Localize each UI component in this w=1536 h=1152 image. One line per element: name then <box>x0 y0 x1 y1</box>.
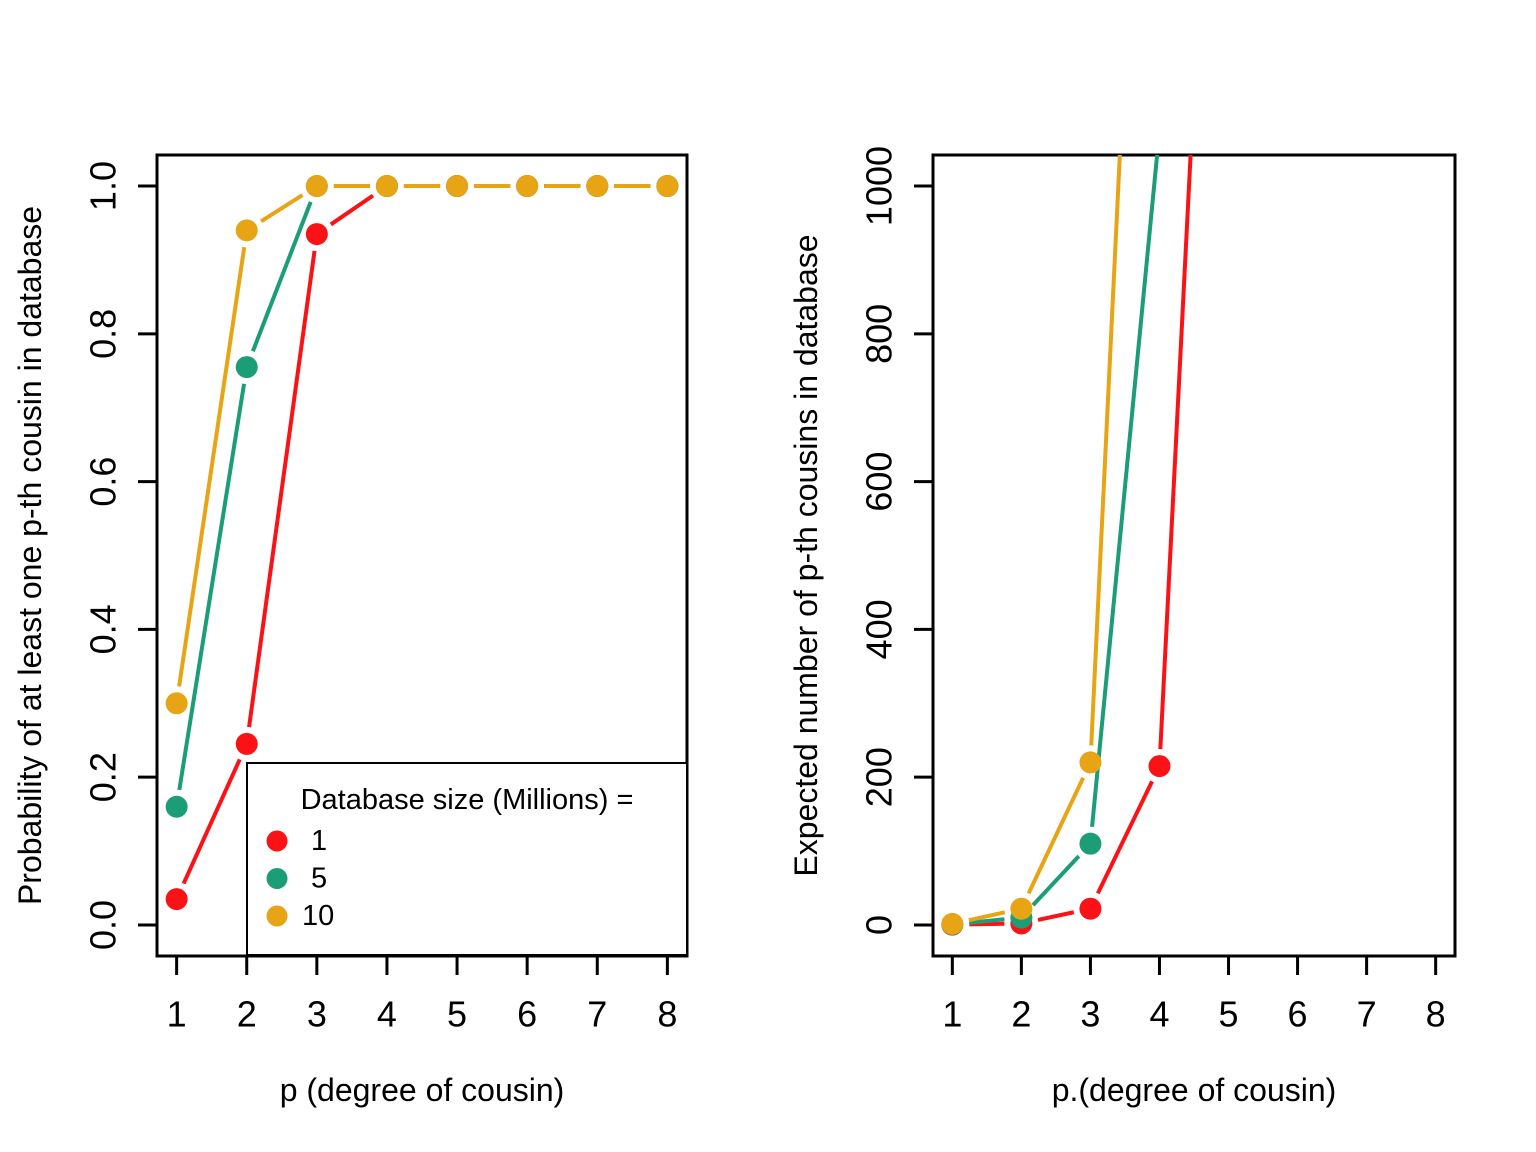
y-axis-tick-label: 800 <box>859 304 900 364</box>
x-axis-tick-label: 7 <box>1357 994 1377 1035</box>
data-point <box>235 356 258 379</box>
series-line-segment <box>969 917 1005 925</box>
y-axis-tick-label: 200 <box>859 747 900 807</box>
series-line-segment <box>260 193 304 223</box>
x-axis-tick-label: 1 <box>167 994 187 1035</box>
series-line-segment <box>329 193 375 227</box>
expected-number-chart: 1 2 3 4 5 6 7 8 0 200 400 600 800 1000 p.(degree of co… <box>788 120 1457 1108</box>
data-point <box>165 795 188 818</box>
series-line-segment <box>177 246 247 687</box>
x-axis-tick-label: 8 <box>1426 994 1446 1035</box>
x-axis-tick-label: 3 <box>1080 994 1100 1035</box>
x-axis-tick-label: 2 <box>237 994 257 1035</box>
y-axis-title: Probability of at least one p-th cousin … <box>12 206 48 905</box>
legend-marker-5 <box>266 868 288 889</box>
data-point <box>235 732 258 755</box>
series-line-segment <box>1026 776 1085 895</box>
data-point <box>1148 755 1171 778</box>
series-line-segment <box>1037 910 1075 922</box>
y-axis-tick-label: 1.0 <box>83 161 124 211</box>
data-point <box>305 223 328 246</box>
x-axis-tick-label: 8 <box>657 994 677 1035</box>
data-point <box>586 175 609 198</box>
series-1 <box>941 155 1193 936</box>
series-line-segment <box>181 758 242 885</box>
data-point <box>235 219 258 242</box>
legend-label-10: 10 <box>302 900 334 932</box>
series-line-segment <box>1031 854 1081 907</box>
series-layer <box>941 120 1193 936</box>
data-point <box>1079 897 1102 920</box>
y-axis-tick-label: 0.4 <box>83 604 124 654</box>
x-axis-tick-label: 5 <box>447 994 467 1035</box>
series-line-segment <box>177 383 247 791</box>
legend-marker-10 <box>266 905 288 927</box>
data-point <box>165 888 188 911</box>
y-axis-tick-label: 600 <box>859 452 900 512</box>
data-point <box>305 175 328 198</box>
series-line-segment <box>1158 155 1193 750</box>
y-axis-tick-label: 0.6 <box>83 457 124 507</box>
x-axis-title: p (degree of cousin) <box>280 1072 565 1108</box>
x-axis-tick-label: 6 <box>1288 994 1308 1035</box>
series-line-segment <box>1096 780 1154 895</box>
legend: Database size (Millions) = 1 5 10 <box>246 762 688 956</box>
data-point <box>1079 751 1102 774</box>
series-line-segment <box>968 910 1006 923</box>
data-point <box>516 175 539 198</box>
series-line-segment <box>1090 155 1160 827</box>
y-axis-tick-label: 0.0 <box>83 900 124 950</box>
data-point <box>656 175 679 198</box>
y-axis-tick-label: 0.2 <box>83 752 124 802</box>
data-point <box>446 175 469 198</box>
series-line-segment <box>1089 155 1122 746</box>
data-point <box>1148 120 1170 142</box>
x-axis-tick-label: 3 <box>307 994 327 1035</box>
x-axis-tick-label: 2 <box>1011 994 1031 1035</box>
x-axis-tick-label: 6 <box>517 994 537 1035</box>
y-axis-title: Expected number of p-th cousins in datab… <box>788 234 824 876</box>
series-line-segment <box>251 201 313 352</box>
legend-label-1: 1 <box>311 825 327 857</box>
x-axis-tick-label: 1 <box>942 994 962 1035</box>
x-axis-tick-label: 5 <box>1219 994 1239 1035</box>
y-axis-tick-label: 400 <box>859 599 900 659</box>
x-axis-tick-label: 7 <box>587 994 607 1035</box>
plot-box <box>931 153 1457 958</box>
series-10 <box>941 155 1122 935</box>
y-axis-tick-label: 1000 <box>859 146 900 226</box>
data-point <box>165 692 188 715</box>
series-line-segment <box>247 250 317 728</box>
data-point <box>941 912 964 935</box>
legend-label-5: 5 <box>311 863 327 895</box>
legend-box <box>246 762 688 956</box>
data-point <box>1010 897 1033 920</box>
probability-chart: 1 2 3 4 5 6 7 8 0.0 0.2 0.4 0.6 0.8 1.0 p (degree of c… <box>12 153 689 1108</box>
x-axis-tick-label: 4 <box>377 994 397 1035</box>
series-layer <box>165 175 679 911</box>
legend-title: Database size (Millions) = <box>301 784 634 816</box>
data-point <box>1079 832 1102 855</box>
x-axis-tick-label: 4 <box>1149 994 1169 1035</box>
legend-marker-1 <box>266 830 288 852</box>
x-axis-title: p.(degree of cousin) <box>1052 1072 1337 1108</box>
y-axis-tick-label: 0.8 <box>83 309 124 359</box>
data-point <box>375 175 398 198</box>
series-line-segment <box>969 921 1005 927</box>
series-10 <box>165 175 679 715</box>
y-axis-tick-label: 0 <box>859 915 900 935</box>
